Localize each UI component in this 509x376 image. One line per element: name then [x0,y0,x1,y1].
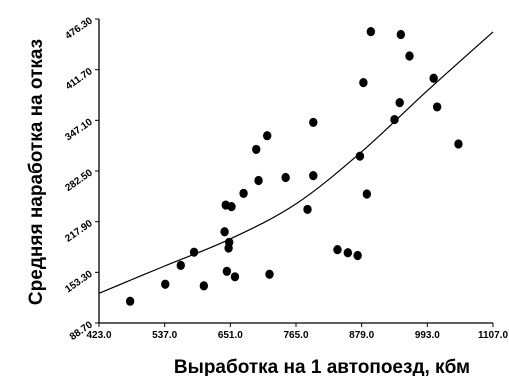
data-point [395,98,404,108]
x-tick-label: 1107.0 [478,330,508,341]
data-point [366,27,376,37]
data-point [309,171,318,181]
x-tick-label: 423.0 [86,330,111,341]
data-points [125,27,463,306]
data-point [227,202,236,212]
data-point [362,189,372,199]
y-tick-label: 411.70 [64,66,95,92]
y-tick-label: 476.30 [63,15,95,42]
y-tick-label: 217.90 [63,218,95,245]
data-point [309,117,318,127]
data-point [355,151,365,161]
y-tick-label: 153.30 [63,269,95,296]
data-point [390,114,399,125]
data-point [252,144,261,155]
data-point [161,279,170,289]
data-point [262,131,272,141]
x-tick-label: 537.0 [152,330,177,341]
data-point [396,29,406,40]
y-tick-label: 282.50 [63,167,95,194]
x-axis-title: Выработка на 1 автопоезд, кбм [174,357,470,376]
data-point [199,281,209,291]
trend-curve [98,31,494,294]
data-point [359,78,368,88]
data-point [125,296,135,306]
data-point [343,248,353,258]
y-axis-title: Средняя наработка на отказ [26,39,47,305]
plot-frame [98,19,493,324]
data-point [454,139,463,149]
y-tick-label: 347.10 [63,117,95,144]
data-point [265,269,274,279]
data-point [429,73,438,83]
data-point [176,260,185,270]
data-point [230,272,240,282]
data-point [432,102,442,112]
data-point [333,244,342,255]
x-tick-label: 993.0 [415,330,440,341]
x-tick-label: 765.0 [283,330,308,341]
data-point [220,227,229,237]
data-point [303,204,312,215]
trend-curve-layer [98,31,494,294]
data-point [189,247,199,257]
x-tick-label: 651.0 [218,330,243,341]
data-point [222,266,232,276]
x-tick-label: 879.0 [349,330,374,341]
data-point [239,188,248,198]
data-point [281,172,290,183]
data-point [353,250,362,261]
data-point [405,51,414,61]
data-point [254,175,263,186]
data-point [224,237,234,247]
